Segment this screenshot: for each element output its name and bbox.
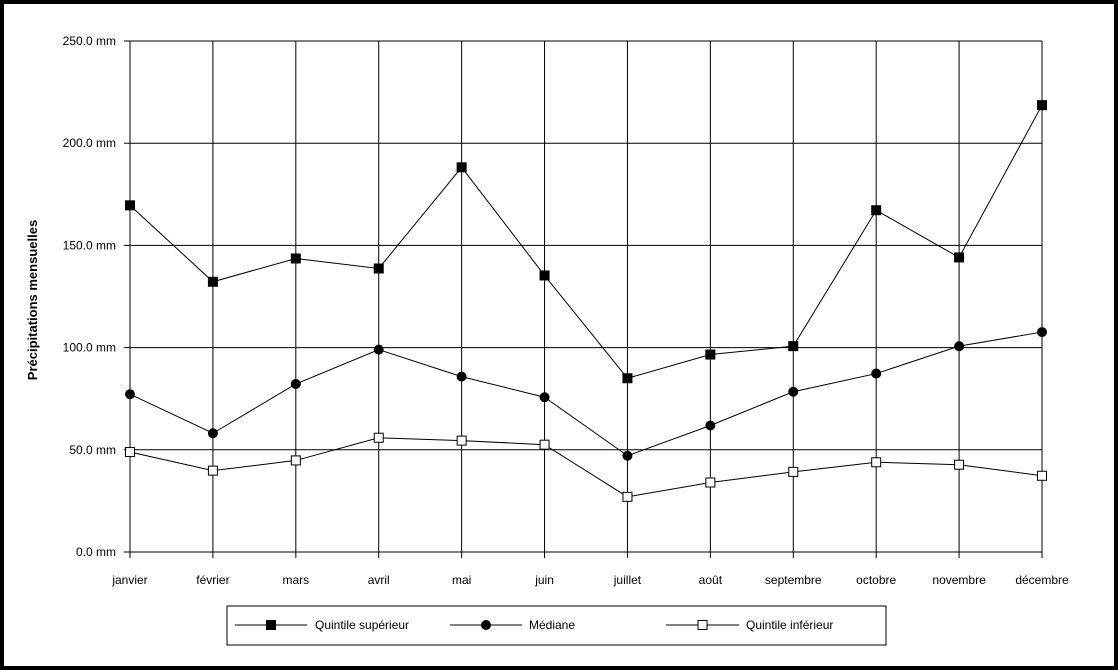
data-point (705, 477, 716, 488)
series-2 (125, 327, 1047, 461)
x-tick-label: juillet (613, 573, 642, 587)
legend-label: Quintile inférieur (746, 618, 833, 632)
data-point (373, 344, 384, 355)
legend-label: Quintile supérieur (315, 618, 409, 632)
x-tick-label: décembre (1015, 573, 1069, 587)
x-tick-label: mars (282, 573, 309, 587)
data-point (290, 378, 301, 389)
x-tick-label: novembre (932, 573, 986, 587)
data-point (373, 263, 384, 274)
data-point (539, 439, 550, 450)
data-point (788, 466, 799, 477)
data-point (539, 270, 550, 281)
data-point (1037, 470, 1047, 481)
data-point (871, 205, 882, 216)
legend-item: Quintile inférieur (666, 618, 833, 632)
data-point (290, 455, 301, 466)
data-point (207, 465, 218, 476)
data-point (871, 457, 882, 468)
data-point (373, 432, 384, 443)
legend-marker (697, 620, 708, 630)
x-tick-label: septembre (765, 573, 822, 587)
data-point (705, 420, 716, 431)
data-point (456, 162, 467, 173)
data-point (622, 373, 633, 384)
axes (124, 40, 1043, 558)
gridlines (129, 40, 1043, 553)
data-point (125, 447, 135, 458)
series-lines (125, 100, 1047, 502)
data-point (456, 435, 467, 446)
y-tick-label: 250.0 mm (63, 34, 116, 48)
series-line (129, 104, 1043, 379)
y-axis-tick-labels: 0.0 mm 50.0 mm 100.0 mm 150.0 mm 200.0 mm 250… (63, 34, 116, 559)
legend: Quintile supérieur Médiane Quintile inféri… (226, 605, 887, 646)
data-point (125, 389, 135, 400)
series-3 (125, 432, 1047, 502)
x-tick-label: août (699, 573, 723, 587)
x-axis-tick-labels: janvier février mars avril mai juin juillet aoû… (111, 573, 1069, 587)
data-point (1037, 100, 1047, 111)
data-point (954, 252, 965, 263)
data-point (1037, 327, 1047, 338)
data-point (954, 341, 965, 352)
data-point (207, 428, 218, 439)
legend-marker (481, 620, 491, 630)
legend-item: Médiane (450, 618, 575, 632)
data-point (290, 253, 301, 264)
y-tick-label: 100.0 mm (63, 341, 116, 355)
legend-label: Médiane (529, 618, 575, 632)
data-point (788, 386, 799, 397)
y-tick-label: 150.0 mm (63, 238, 116, 252)
x-tick-label: mai (452, 573, 471, 587)
series-1 (125, 100, 1047, 384)
data-point (539, 392, 550, 403)
data-point (871, 368, 882, 379)
data-point (954, 459, 965, 470)
x-tick-label: octobre (856, 573, 896, 587)
x-tick-label: juin (534, 573, 554, 587)
y-tick-label: 0.0 mm (76, 545, 116, 559)
y-tick-label: 50.0 mm (69, 443, 116, 457)
data-point (788, 341, 799, 352)
legend-item: Quintile supérieur (235, 618, 409, 632)
series-line (129, 437, 1043, 498)
data-point (705, 349, 716, 360)
data-point (456, 371, 467, 382)
data-point (125, 200, 135, 211)
x-tick-label: février (196, 573, 229, 587)
x-tick-label: janvier (111, 573, 147, 587)
series-line (129, 331, 1043, 457)
data-point (622, 450, 633, 461)
y-axis-title: Précipitations mensuelles (25, 220, 40, 380)
y-tick-label: 200.0 mm (63, 136, 116, 150)
legend-marker (266, 620, 276, 630)
legend-box (226, 605, 887, 646)
data-point (207, 276, 218, 287)
x-tick-label: avril (368, 573, 390, 587)
data-point (622, 491, 633, 502)
